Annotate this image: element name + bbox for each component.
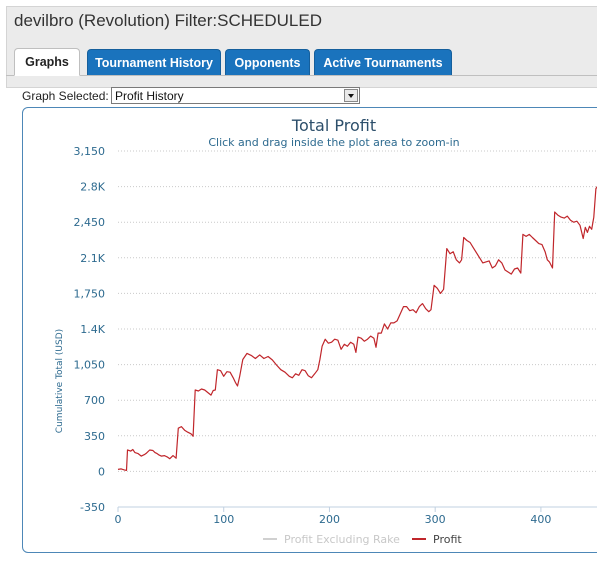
chart-legend[interactable]: Profit Excluding Rake Profit [263,533,462,546]
graph-select-value: Profit History [115,89,184,103]
graph-select-label: Graph Selected: [22,89,109,103]
y-tick-label: 350 [84,430,105,443]
legend-label-profit-excluding-rake[interactable]: Profit Excluding Rake [284,533,400,546]
tab-opponents[interactable]: Opponents [225,49,310,75]
legend-label-profit[interactable]: Profit [433,533,462,546]
series-line-profit [117,185,597,471]
tab-strip-divider [6,75,597,76]
chart-panel[interactable]: Total Profit Click and drag inside the p… [22,107,597,553]
tab-graphs[interactable]: Graphs [14,48,80,76]
x-tick-label: 0 [115,513,122,526]
y-tick-label: -350 [80,501,105,514]
y-tick-label: 1,750 [74,287,106,300]
x-tick-label: 100 [213,513,234,526]
y-tick-label: 2.1K [80,252,105,265]
y-tick-label: 1,050 [74,359,106,372]
y-tick-label: 3,150 [74,145,106,158]
page-title: devilbro (Revolution) Filter:SCHEDULED [14,11,322,30]
chart-subtitle: Click and drag inside the plot area to z… [208,136,459,149]
chart-title: Total Profit [291,116,376,135]
y-tick-label: 2,450 [74,216,106,229]
x-tick-label: 300 [425,513,446,526]
series [117,185,597,471]
grid [118,150,597,508]
y-tick-label: 2.8K [80,181,105,194]
y-tick-label: 1.4K [80,323,105,336]
chevron-down-icon[interactable] [344,89,358,102]
y-tick-label: 700 [84,394,105,407]
graph-select-dropdown[interactable]: Profit History [111,87,360,104]
profit-chart[interactable]: Total Profit Click and drag inside the p… [23,108,597,554]
tab-active-tournaments[interactable]: Active Tournaments [314,49,452,75]
tab-tournament-history[interactable]: Tournament History [87,49,221,75]
x-tick-label: 400 [530,513,551,526]
x-tick-label: 200 [319,513,340,526]
y-tick-label: 0 [98,465,105,478]
axes: -350 0 350 700 1,050 1.4K 1,750 2.1K 2,450 2.8K 3,… [74,145,597,526]
y-axis-label: Cumulative Total (USD) [55,329,65,433]
